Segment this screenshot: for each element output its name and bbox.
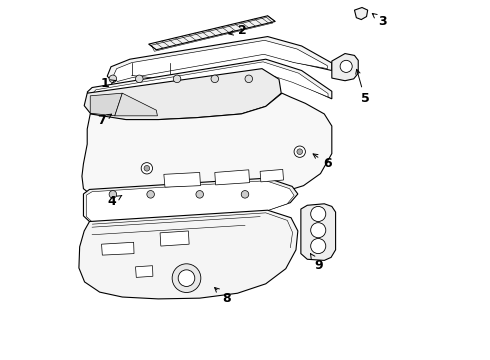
Polygon shape (136, 266, 153, 278)
Circle shape (141, 163, 152, 174)
Text: 4: 4 (108, 195, 122, 208)
Circle shape (294, 146, 305, 157)
Text: 1: 1 (101, 77, 115, 90)
Polygon shape (301, 204, 336, 260)
Circle shape (173, 75, 181, 82)
Polygon shape (354, 8, 368, 19)
Polygon shape (115, 93, 157, 116)
Text: 5: 5 (356, 69, 369, 105)
Circle shape (311, 206, 326, 221)
Polygon shape (107, 37, 332, 81)
Circle shape (172, 264, 201, 292)
Text: 7: 7 (97, 114, 112, 127)
Circle shape (178, 270, 195, 287)
Text: 9: 9 (311, 254, 323, 272)
Circle shape (147, 190, 154, 198)
Circle shape (297, 149, 302, 154)
Polygon shape (149, 16, 275, 50)
Polygon shape (87, 59, 332, 99)
Polygon shape (164, 172, 200, 187)
Circle shape (340, 60, 352, 72)
Polygon shape (101, 242, 134, 255)
Circle shape (144, 166, 149, 171)
Polygon shape (82, 93, 332, 202)
Polygon shape (83, 178, 298, 221)
Polygon shape (86, 181, 294, 222)
Circle shape (109, 75, 117, 82)
Circle shape (245, 75, 252, 82)
Circle shape (311, 222, 326, 238)
Text: 8: 8 (215, 288, 230, 305)
Circle shape (136, 75, 143, 82)
Circle shape (211, 75, 219, 82)
Polygon shape (113, 40, 327, 81)
Polygon shape (215, 170, 249, 185)
Text: 6: 6 (313, 154, 332, 170)
Circle shape (241, 190, 249, 198)
Polygon shape (160, 231, 189, 246)
Polygon shape (79, 210, 298, 299)
Circle shape (196, 190, 203, 198)
Text: 2: 2 (229, 24, 247, 37)
Circle shape (109, 190, 117, 198)
Polygon shape (92, 62, 328, 99)
Polygon shape (84, 69, 281, 120)
Polygon shape (332, 54, 358, 81)
Circle shape (311, 239, 326, 253)
Text: 3: 3 (372, 13, 387, 28)
Polygon shape (260, 170, 284, 182)
Polygon shape (90, 93, 122, 116)
